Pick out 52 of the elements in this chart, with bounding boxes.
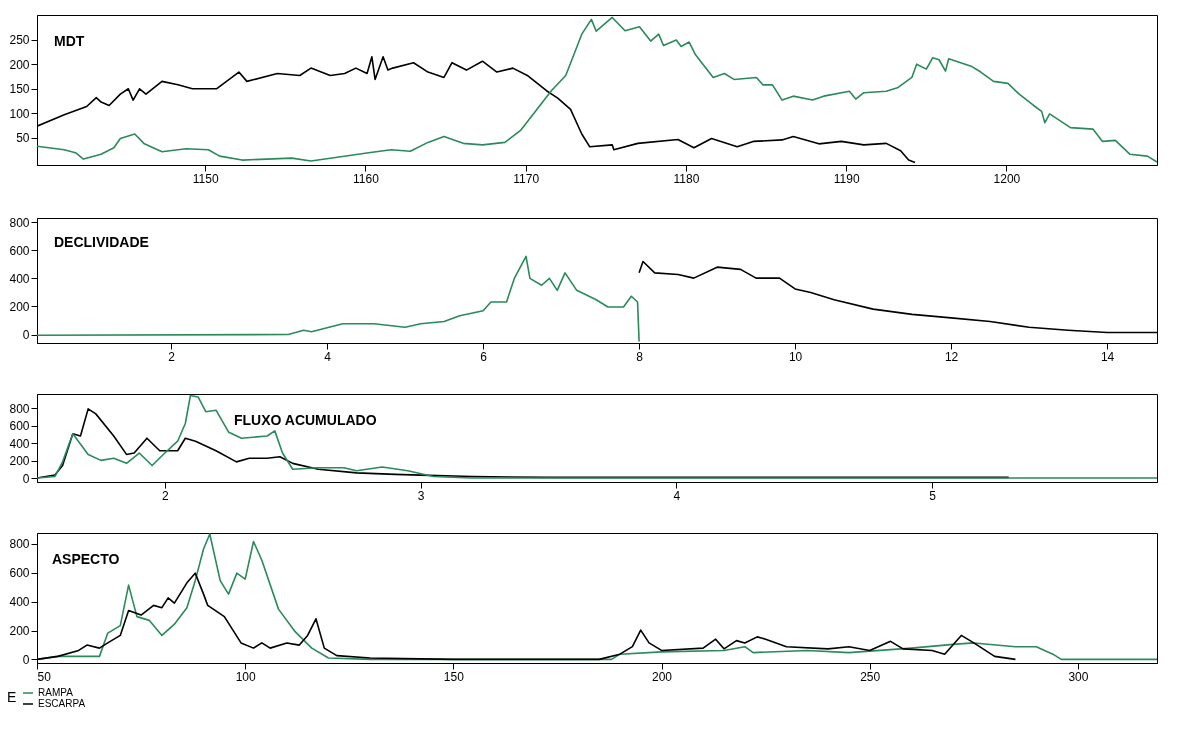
x-tick-label: 2 [168, 349, 176, 364]
y-tick-label: 400 [9, 436, 30, 451]
y-tick-label: 600 [9, 419, 30, 434]
x-tick-label: 50 [37, 669, 52, 684]
y-tick-label: 800 [9, 401, 30, 416]
x-tick-label: 1200 [993, 171, 1021, 186]
text: DECLIVIDADE [53, 234, 149, 251]
y-tick-label: 600 [9, 243, 30, 258]
x-tick-label: 200 [652, 669, 673, 684]
x-tick-label: 100 [235, 669, 257, 684]
x-tick-label: 6 [480, 349, 488, 364]
x-tick-label: 1190 [833, 171, 860, 186]
y-tick-label: 0 [22, 328, 30, 343]
line-series [37, 16, 1157, 163]
x-tick-label: 1150 [192, 171, 219, 186]
x-tick-label: 10 [788, 349, 803, 364]
x-tick-label: 3 [417, 488, 425, 503]
y-tick-label: 200 [9, 299, 30, 314]
x-tick-label: 5 [929, 488, 937, 503]
x-tick-label: 12 [944, 349, 959, 364]
y-tick-label: 600 [9, 566, 30, 581]
line-series [37, 255, 640, 343]
y-tick-label: 50 [16, 131, 30, 146]
text: ASPECTO [52, 551, 120, 567]
x-tick-label: 14 [1100, 349, 1115, 364]
x-tick-label: 4 [324, 349, 332, 364]
x-tick-label: 300 [1068, 669, 1089, 684]
x-tick-label: 8 [636, 349, 644, 364]
x-tick-label: 150 [443, 669, 465, 684]
y-tick-label: 400 [9, 595, 30, 610]
legend-title: E [7, 689, 17, 705]
legend-label: ESCARPA [38, 698, 86, 709]
y-tick-label: 200 [9, 454, 30, 469]
text: FLUXO ACUMULADO [233, 412, 377, 428]
x-tick-label: 1160 [353, 171, 380, 186]
x-tick-label: 4 [673, 488, 681, 503]
x-tick-label: 1170 [513, 171, 540, 186]
y-tick-label: 0 [22, 652, 30, 667]
x-tick-label: 250 [860, 669, 881, 684]
y-tick-label: 200 [9, 624, 30, 638]
y-tick-label: 0 [22, 471, 30, 486]
x-tick-label: 1180 [673, 171, 700, 186]
y-tick-label: 800 [9, 537, 30, 552]
y-tick-label: 250 [9, 33, 30, 48]
y-tick-label: 800 [9, 215, 30, 230]
x-tick-label: 2 [162, 488, 170, 503]
y-tick-label: 200 [9, 57, 30, 72]
y-tick-label: 100 [9, 106, 30, 121]
y-tick-label: 150 [9, 82, 30, 97]
y-tick-label: 400 [9, 271, 30, 286]
text: MDT [53, 33, 85, 49]
legend-label: RAMPA [38, 687, 74, 698]
